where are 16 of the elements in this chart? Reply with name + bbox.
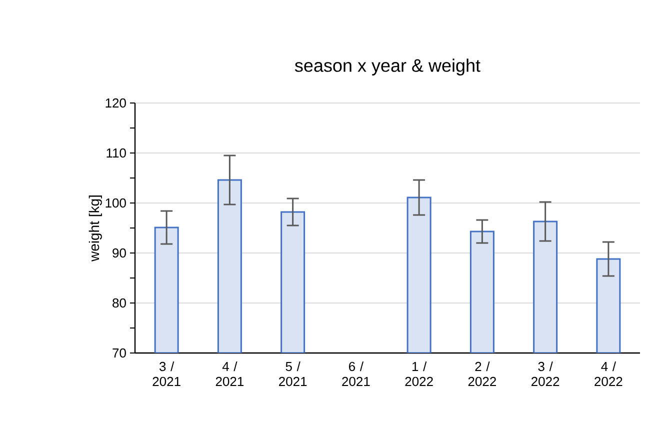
x-tick-label: 5 / 2021 [279, 362, 307, 386]
y-tick-label: 70 [112, 348, 126, 358]
x-tick-label: 1 / 2022 [405, 362, 433, 386]
y-tick-label: 90 [112, 248, 126, 258]
x-tick-label: 2 / 2022 [468, 362, 496, 386]
x-tick-label: 4 / 2022 [594, 362, 622, 386]
chart-title: season x year & weight [294, 58, 480, 76]
x-tick-label: 3 / 2021 [152, 362, 180, 386]
x-tick-label: 3 / 2022 [532, 362, 560, 386]
y-tick-label: 80 [112, 298, 126, 308]
x-tick-label: 4 / 2021 [216, 362, 244, 386]
y-tick-label: 120 [106, 98, 126, 108]
y-axis-title: weight [kg] [88, 196, 102, 262]
y-tick-label: 110 [106, 148, 126, 158]
x-tick-label: 6 / 2021 [342, 362, 370, 386]
y-tick-label: 100 [106, 198, 126, 208]
